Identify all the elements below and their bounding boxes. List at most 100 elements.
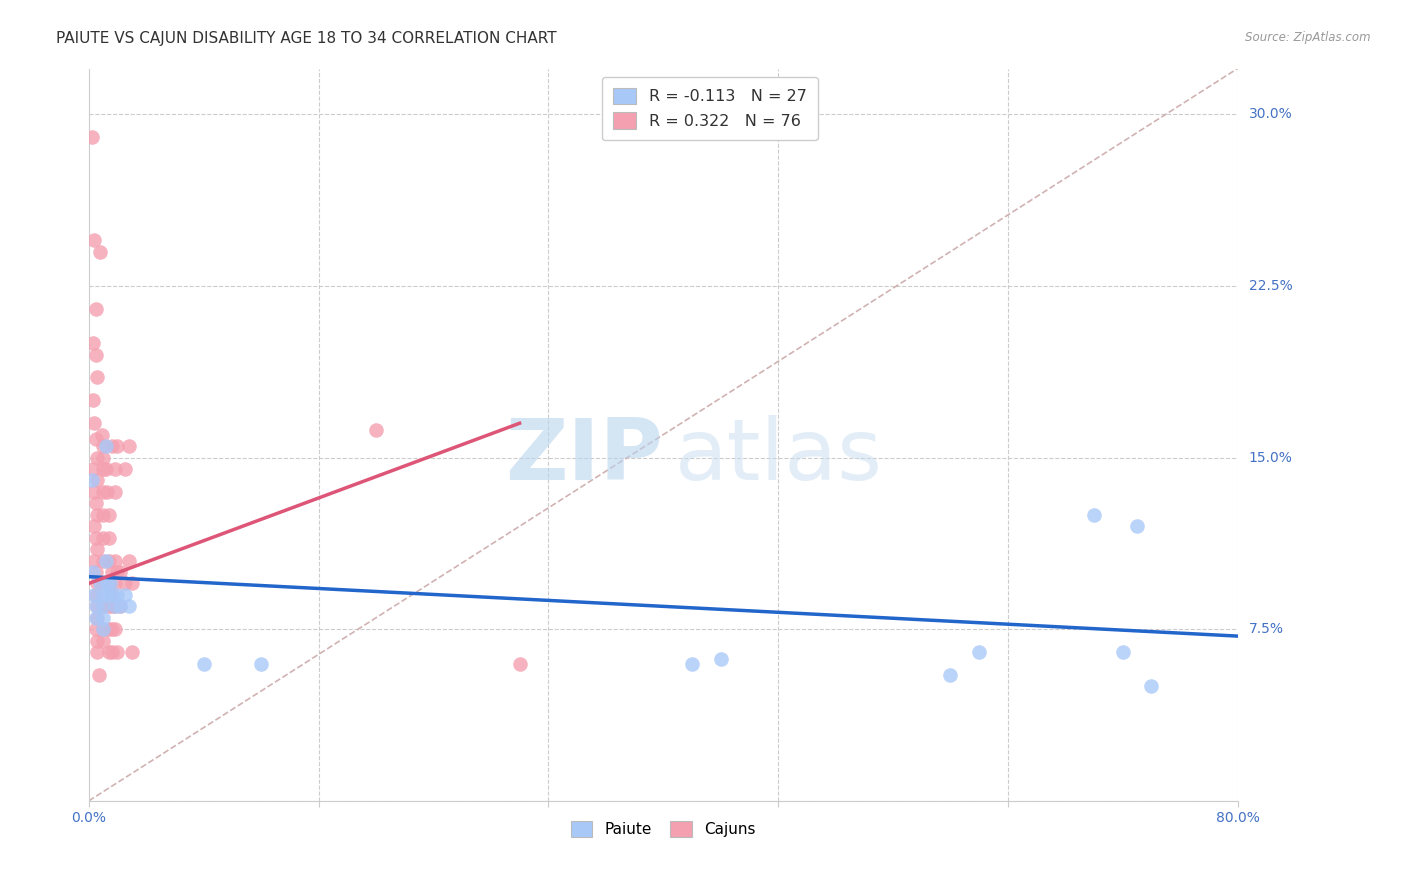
Point (87, 668, 110, 682)
Point (84, 622, 107, 636)
Point (100, 599, 122, 614)
Point (121, 645, 143, 659)
Point (100, 439, 122, 453)
Point (84, 599, 107, 614)
Point (84, 611, 107, 625)
Point (96, 588, 118, 602)
Point (91, 439, 114, 453)
Point (100, 622, 122, 636)
Point (91, 599, 114, 614)
Point (94, 439, 117, 453)
Point (84, 588, 107, 602)
Point (83, 519, 105, 533)
Point (98, 576, 121, 591)
Point (97, 622, 120, 636)
Point (939, 668, 962, 682)
Point (91, 450, 114, 465)
Point (104, 599, 127, 614)
Point (83, 553, 105, 567)
Point (89, 244, 111, 259)
Point (97, 645, 120, 659)
Point (89, 576, 111, 591)
Point (94, 462, 117, 476)
Point (83, 484, 105, 499)
Point (104, 462, 127, 476)
Point (83, 588, 105, 602)
Point (91, 599, 114, 614)
Point (97, 508, 120, 522)
Point (104, 553, 127, 567)
Point (91, 508, 114, 522)
Point (96, 484, 118, 499)
Point (118, 439, 141, 453)
Point (86, 450, 108, 465)
Point (91, 462, 114, 476)
Point (91, 484, 114, 499)
Point (91, 588, 114, 602)
Point (86, 599, 108, 614)
Point (107, 565, 129, 579)
Point (1126, 519, 1149, 533)
Point (91, 576, 114, 591)
Point (84, 531, 107, 545)
Text: atlas: atlas (675, 415, 883, 498)
Point (84, 496, 107, 510)
Point (1112, 645, 1135, 659)
Point (114, 576, 136, 591)
Point (83, 233, 105, 247)
Point (681, 657, 703, 671)
Point (110, 599, 132, 614)
Text: 22.5%: 22.5% (1249, 279, 1292, 293)
Text: ZIP: ZIP (505, 415, 664, 498)
Text: 7.5%: 7.5% (1249, 623, 1284, 636)
Point (94, 553, 117, 567)
Point (121, 576, 143, 591)
Point (86, 576, 108, 591)
Point (96, 576, 118, 591)
Point (91, 611, 114, 625)
Text: PAIUTE VS CAJUN DISABILITY AGE 18 TO 34 CORRELATION CHART: PAIUTE VS CAJUN DISABILITY AGE 18 TO 34 … (56, 31, 557, 46)
Point (83, 417, 105, 431)
Point (100, 588, 122, 602)
Point (86, 370, 108, 384)
Point (80, 474, 103, 488)
Point (1140, 680, 1163, 694)
Point (104, 484, 127, 499)
Point (84, 301, 107, 316)
Point (97, 576, 120, 591)
Point (250, 657, 273, 671)
Point (114, 588, 136, 602)
Point (84, 565, 107, 579)
Point (104, 622, 127, 636)
Point (104, 576, 127, 591)
Point (82, 462, 104, 476)
Text: Source: ZipAtlas.com: Source: ZipAtlas.com (1246, 31, 1371, 45)
Point (110, 599, 132, 614)
Point (90, 427, 112, 442)
Point (110, 565, 132, 579)
Point (100, 645, 122, 659)
Point (84, 432, 107, 446)
Point (91, 622, 114, 636)
Point (97, 553, 120, 567)
Point (118, 599, 141, 614)
Text: 30.0%: 30.0% (1249, 107, 1292, 121)
Point (118, 553, 141, 567)
Point (509, 657, 531, 671)
Point (86, 508, 108, 522)
Point (80, 130, 103, 145)
Point (100, 588, 122, 602)
Point (967, 645, 990, 659)
Point (91, 633, 114, 648)
Point (82, 565, 104, 579)
Point (97, 531, 120, 545)
Point (91, 553, 114, 567)
Point (82, 393, 104, 408)
Point (86, 611, 108, 625)
Point (91, 531, 114, 545)
Point (107, 588, 129, 602)
Point (86, 633, 108, 648)
Point (107, 439, 129, 453)
Text: 15.0%: 15.0% (1249, 450, 1292, 465)
Point (1083, 508, 1105, 522)
